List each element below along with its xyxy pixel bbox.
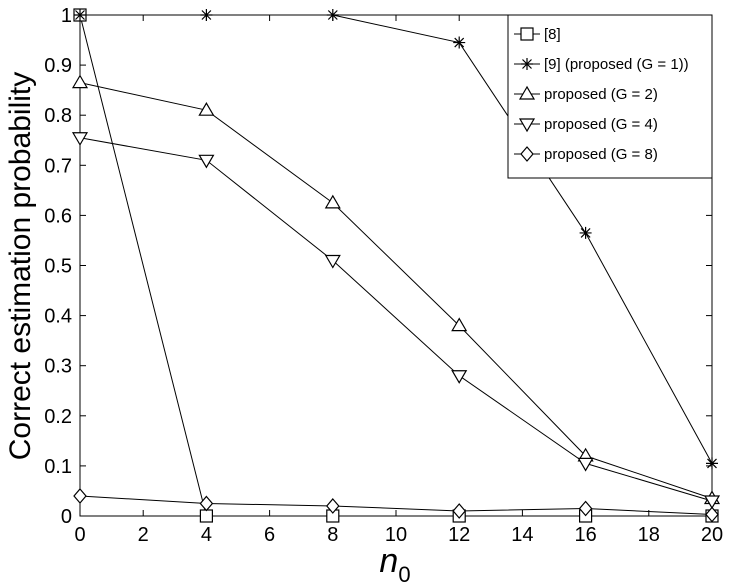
marker: [520, 146, 534, 162]
x-tick-label: 20: [701, 524, 723, 546]
x-tick-label: 12: [448, 524, 470, 546]
series-line: [80, 14, 713, 464]
marker: [324, 194, 341, 209]
marker: [452, 503, 466, 519]
x-tick-label: 0: [74, 524, 85, 546]
x-axis-label-base: n: [379, 542, 398, 580]
marker: [706, 457, 718, 470]
legend-label: proposed (G = 4): [544, 116, 658, 133]
series-line: [79, 137, 713, 502]
marker: [326, 498, 340, 514]
y-tick-label: 0.7: [44, 155, 72, 177]
marker: [579, 226, 592, 239]
marker: [71, 74, 89, 89]
marker: [324, 254, 341, 269]
marker: [200, 9, 213, 21]
y-tick-label: 0.5: [44, 256, 72, 278]
marker: [520, 27, 534, 41]
y-tick-label: 0.8: [44, 105, 72, 127]
marker: [705, 506, 719, 523]
marker: [703, 495, 721, 510]
marker: [199, 495, 214, 512]
y-tick-label: 0: [61, 506, 72, 528]
marker: [578, 500, 593, 517]
legend-label: [9] (proposed (G = 1)): [544, 56, 689, 73]
y-tick-label: 0.3: [44, 356, 72, 378]
marker: [198, 154, 215, 169]
y-tick-label: 0.9: [44, 55, 72, 77]
marker: [199, 509, 213, 523]
x-axis-label-sub: 0: [398, 562, 410, 584]
legend-label: proposed (G = 2): [544, 86, 658, 103]
x-tick-label: 14: [511, 524, 533, 546]
y-tick-label: 0.2: [44, 406, 72, 428]
marker: [518, 118, 536, 133]
marker: [518, 85, 536, 100]
x-tick-label: 2: [138, 524, 149, 546]
marker: [451, 370, 468, 384]
legend: [8] [9] (proposed (G = 1)) proposed (G = 2…: [507, 14, 713, 179]
legend-label: proposed (G = 8): [544, 146, 658, 163]
y-tick-label: 0.6: [44, 205, 72, 227]
marker: [453, 36, 466, 49]
marker: [577, 457, 594, 472]
x-tick-label: 4: [201, 524, 212, 546]
x-axis-label: n0: [379, 542, 410, 584]
x-tick-label: 6: [264, 524, 275, 546]
series-line: [79, 14, 712, 517]
y-axis-label: Correct estimation probability: [4, 72, 37, 461]
x-tick-label: 18: [638, 524, 660, 546]
series-line: [79, 82, 713, 499]
marker: [71, 132, 89, 146]
x-tick-label: 8: [327, 524, 338, 546]
x-tick-label: 16: [574, 524, 596, 546]
y-tick-label: 0.1: [44, 456, 72, 478]
marker: [521, 58, 533, 70]
marker: [73, 488, 87, 504]
legend-box: [507, 14, 713, 179]
marker: [74, 9, 86, 21]
marker: [326, 9, 339, 21]
marker: [451, 317, 468, 332]
x-tick-label: 10: [385, 524, 407, 546]
marker: [198, 101, 215, 116]
series-line: [79, 495, 713, 515]
legend-label: [8]: [544, 26, 561, 43]
y-tick-label: 0.4: [44, 306, 72, 328]
y-tick-label: 1: [61, 5, 72, 27]
